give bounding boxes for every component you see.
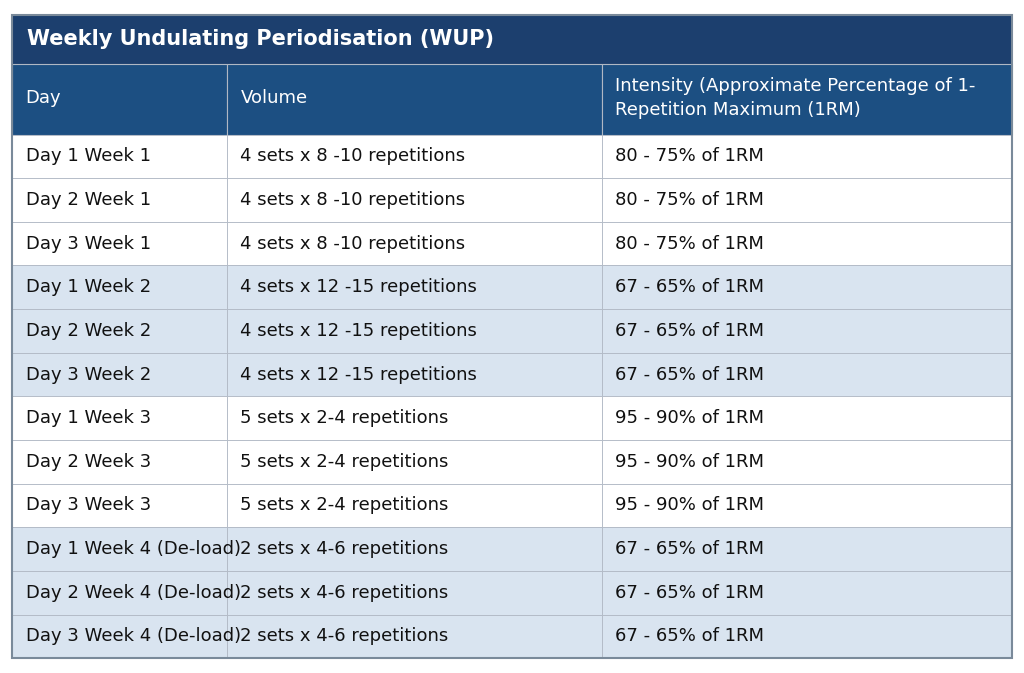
Bar	[227, 440, 602, 484]
Bar	[227, 135, 602, 178]
Bar	[227, 309, 602, 353]
Bar	[602, 64, 1012, 135]
Bar	[602, 266, 1012, 309]
Bar	[12, 309, 227, 353]
Text: Day 1 Week 4 (De-load): Day 1 Week 4 (De-load)	[26, 540, 241, 558]
Text: Day 1 Week 1: Day 1 Week 1	[26, 147, 151, 166]
Text: Day 3 Week 4 (De-load): Day 3 Week 4 (De-load)	[26, 627, 241, 645]
Text: Day 2 Week 1: Day 2 Week 1	[26, 191, 151, 209]
Text: 2 sets x 4-6 repetitions: 2 sets x 4-6 repetitions	[241, 627, 449, 645]
Bar	[12, 64, 227, 135]
Bar	[227, 484, 602, 528]
Text: Volume: Volume	[241, 89, 307, 107]
Bar	[602, 135, 1012, 178]
Text: 80 - 75% of 1RM: 80 - 75% of 1RM	[615, 147, 764, 166]
Text: 67 - 65% of 1RM: 67 - 65% of 1RM	[615, 583, 764, 602]
Text: 4 sets x 12 -15 repetitions: 4 sets x 12 -15 repetitions	[241, 279, 477, 296]
Text: 4 sets x 8 -10 repetitions: 4 sets x 8 -10 repetitions	[241, 235, 466, 252]
Text: Day 2 Week 4 (De-load): Day 2 Week 4 (De-load)	[26, 583, 241, 602]
Bar	[227, 614, 602, 658]
Bar	[602, 484, 1012, 528]
Text: 5 sets x 2-4 repetitions: 5 sets x 2-4 repetitions	[241, 497, 449, 514]
Bar	[12, 178, 227, 222]
Text: 2 sets x 4-6 repetitions: 2 sets x 4-6 repetitions	[241, 540, 449, 558]
Text: 67 - 65% of 1RM: 67 - 65% of 1RM	[615, 365, 764, 384]
Text: 4 sets x 8 -10 repetitions: 4 sets x 8 -10 repetitions	[241, 147, 466, 166]
Text: Weekly Undulating Periodisation (WUP): Weekly Undulating Periodisation (WUP)	[27, 30, 494, 49]
Text: Day 2 Week 2: Day 2 Week 2	[26, 322, 151, 340]
Text: 95 - 90% of 1RM: 95 - 90% of 1RM	[615, 497, 764, 514]
Bar	[12, 440, 227, 484]
Bar	[602, 614, 1012, 658]
Bar	[12, 222, 227, 265]
Bar	[602, 178, 1012, 222]
Bar	[12, 266, 227, 309]
Text: Day 1 Week 2: Day 1 Week 2	[26, 279, 151, 296]
Bar	[12, 15, 1012, 64]
Text: Day 3 Week 2: Day 3 Week 2	[26, 365, 151, 384]
Bar	[12, 353, 227, 396]
Bar	[602, 309, 1012, 353]
Bar	[12, 135, 227, 178]
Bar	[227, 178, 602, 222]
Bar	[602, 528, 1012, 571]
Bar	[227, 571, 602, 614]
Text: 4 sets x 12 -15 repetitions: 4 sets x 12 -15 repetitions	[241, 365, 477, 384]
Bar	[12, 614, 227, 658]
Bar	[602, 571, 1012, 614]
Text: 67 - 65% of 1RM: 67 - 65% of 1RM	[615, 322, 764, 340]
Bar	[12, 571, 227, 614]
Bar	[227, 396, 602, 440]
Bar	[602, 440, 1012, 484]
Text: 2 sets x 4-6 repetitions: 2 sets x 4-6 repetitions	[241, 583, 449, 602]
Bar	[227, 222, 602, 265]
Bar	[227, 353, 602, 396]
Text: 80 - 75% of 1RM: 80 - 75% of 1RM	[615, 235, 764, 252]
Bar	[12, 528, 227, 571]
Text: Day: Day	[26, 89, 61, 107]
Text: Day 2 Week 3: Day 2 Week 3	[26, 453, 151, 471]
Text: 4 sets x 12 -15 repetitions: 4 sets x 12 -15 repetitions	[241, 322, 477, 340]
Bar	[602, 396, 1012, 440]
Text: 95 - 90% of 1RM: 95 - 90% of 1RM	[615, 453, 764, 471]
Bar	[602, 353, 1012, 396]
Bar	[12, 396, 227, 440]
Text: Intensity (Approximate Percentage of 1-
Repetition Maximum (1RM): Intensity (Approximate Percentage of 1- …	[615, 77, 976, 118]
Text: 67 - 65% of 1RM: 67 - 65% of 1RM	[615, 540, 764, 558]
Bar	[227, 528, 602, 571]
Text: 95 - 90% of 1RM: 95 - 90% of 1RM	[615, 409, 764, 427]
Text: 67 - 65% of 1RM: 67 - 65% of 1RM	[615, 279, 764, 296]
Bar	[227, 64, 602, 135]
Text: 4 sets x 8 -10 repetitions: 4 sets x 8 -10 repetitions	[241, 191, 466, 209]
Bar	[227, 266, 602, 309]
Bar	[602, 222, 1012, 265]
Text: 5 sets x 2-4 repetitions: 5 sets x 2-4 repetitions	[241, 409, 449, 427]
Text: 67 - 65% of 1RM: 67 - 65% of 1RM	[615, 627, 764, 645]
Text: Day 1 Week 3: Day 1 Week 3	[26, 409, 151, 427]
Bar	[12, 484, 227, 528]
Text: 5 sets x 2-4 repetitions: 5 sets x 2-4 repetitions	[241, 453, 449, 471]
Text: 80 - 75% of 1RM: 80 - 75% of 1RM	[615, 191, 764, 209]
Text: Day 3 Week 3: Day 3 Week 3	[26, 497, 151, 514]
Text: Day 3 Week 1: Day 3 Week 1	[26, 235, 151, 252]
